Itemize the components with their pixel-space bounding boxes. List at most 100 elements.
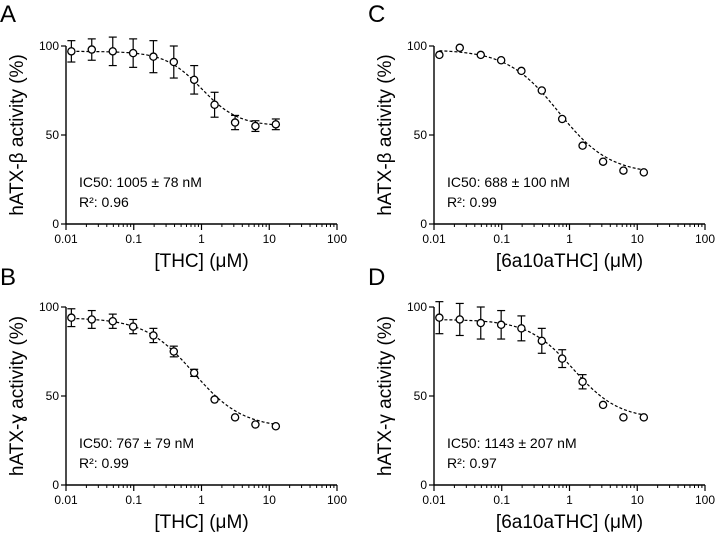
data-point <box>557 354 567 363</box>
y-tick-label: 0 <box>52 478 59 492</box>
x-tick-label: 10 <box>263 232 277 246</box>
data-point <box>169 347 179 356</box>
data-point <box>87 45 97 54</box>
y-tick-label: 50 <box>46 389 60 403</box>
y-axis-title: hATX-ɣ activity (%) <box>7 316 28 476</box>
data-point <box>455 315 465 324</box>
x-axis-title: [6a10aTHC] (μM) <box>496 251 643 272</box>
x-tick-label: 100 <box>327 232 347 246</box>
x-tick-label: 0.01 <box>422 232 446 246</box>
annotation: IC50: 688 ± 100 nM <box>447 174 570 190</box>
x-tick-label: 100 <box>695 232 715 246</box>
x-tick-label: 0.01 <box>54 232 78 246</box>
data-point <box>210 100 219 109</box>
panel-b: B 0 50 100 0.01 0.1 1 10 100 [THC] (μM) hATX-ɣ act… <box>0 264 347 533</box>
data-point <box>619 166 628 175</box>
annotation: R²: 0.99 <box>79 455 129 471</box>
panel-a: A 0 50 100 0.01 0.1 1 10 100 [THC] (μM) hATX-β act… <box>0 1 347 272</box>
panel-label: A <box>0 1 16 28</box>
data-point <box>517 324 526 333</box>
data-point <box>169 57 179 67</box>
panel-label: B <box>0 264 16 291</box>
data-point <box>189 75 199 85</box>
y-axis-title: hATX-β activity (%) <box>7 54 28 216</box>
y-tick-label: 100 <box>39 39 59 53</box>
data-point <box>619 413 628 422</box>
annotation: IC50: 1143 ± 207 nM <box>447 435 577 451</box>
x-tick-label: 10 <box>263 493 277 507</box>
x-tick-label: 0.1 <box>493 232 510 246</box>
y-tick-label: 100 <box>39 300 59 314</box>
data-point <box>128 48 138 58</box>
data-point <box>271 120 281 129</box>
data-point <box>537 86 547 95</box>
data-point <box>230 118 240 127</box>
data-point <box>210 395 219 404</box>
x-tick-label: 0.1 <box>125 232 142 246</box>
y-tick-label: 50 <box>414 128 428 142</box>
annotation: IC50: 1005 ± 78 nM <box>79 174 202 190</box>
data-point <box>67 47 76 56</box>
data-point <box>435 50 444 60</box>
fit-curve <box>71 317 276 425</box>
annotation: IC50: 767 ± 79 nM <box>79 435 194 451</box>
data-point <box>598 400 608 410</box>
x-tick-label: 1 <box>198 232 205 246</box>
x-tick-label: 0.01 <box>422 493 446 507</box>
data-point <box>496 55 506 65</box>
x-tick-label: 100 <box>327 493 347 507</box>
data-point <box>230 413 240 422</box>
data-point <box>476 318 486 328</box>
panel-label: D <box>368 264 385 291</box>
x-tick-label: 0.1 <box>493 493 510 507</box>
panel-d: D 0 50 100 0.01 0.1 1 10 100 [6a10aTHC] (μM) hATX-… <box>368 264 715 533</box>
data-point <box>128 322 138 331</box>
data-point <box>517 66 526 76</box>
data-point <box>87 315 97 324</box>
data-point <box>455 43 465 53</box>
annotation: R²: 0.99 <box>447 194 497 210</box>
data-point <box>578 377 587 387</box>
annotation: R²: 0.96 <box>79 194 129 210</box>
y-axis-title: hATX-β activity (%) <box>375 54 396 216</box>
y-tick-label: 50 <box>46 128 60 142</box>
data-point <box>598 157 608 166</box>
data-point <box>639 168 649 177</box>
y-tick-label: 100 <box>407 300 427 314</box>
y-tick-label: 0 <box>420 217 427 231</box>
y-tick-label: 0 <box>420 478 427 492</box>
data-point <box>435 313 444 322</box>
data-point <box>149 52 158 61</box>
x-tick-label: 10 <box>631 493 645 507</box>
panel-c: C 0 50 100 0.01 0.1 1 10 100 [6a10aTHC] (μM) hATX-… <box>368 1 715 272</box>
x-tick-label: 100 <box>695 493 715 507</box>
x-axis-title: [THC] (μM) <box>154 251 248 272</box>
data-point <box>496 320 506 330</box>
y-axis-title: hATX-γ activity (%) <box>375 316 396 476</box>
x-tick-label: 0.01 <box>54 493 78 507</box>
data-point <box>67 313 76 322</box>
panel-label: C <box>368 1 385 28</box>
data-point <box>149 331 158 340</box>
y-tick-label: 50 <box>414 389 428 403</box>
x-tick-label: 0.1 <box>125 493 142 507</box>
data-point <box>537 336 547 346</box>
data-point <box>271 422 281 431</box>
x-axis-title: [6a10aTHC] (μM) <box>496 512 643 533</box>
data-point <box>108 316 118 326</box>
y-tick-label: 100 <box>407 39 427 53</box>
x-tick-label: 10 <box>631 232 645 246</box>
data-point <box>251 420 260 429</box>
x-axis-title: [THC] (μM) <box>154 512 248 533</box>
data-point <box>639 413 649 422</box>
x-tick-label: 1 <box>566 232 573 246</box>
y-tick-label: 0 <box>52 217 59 231</box>
data-point <box>557 114 567 124</box>
data-point <box>578 141 587 150</box>
x-tick-label: 1 <box>566 493 573 507</box>
data-point <box>251 121 260 131</box>
data-point <box>108 47 118 56</box>
x-tick-label: 1 <box>198 493 205 507</box>
annotation: R²: 0.97 <box>447 455 497 471</box>
